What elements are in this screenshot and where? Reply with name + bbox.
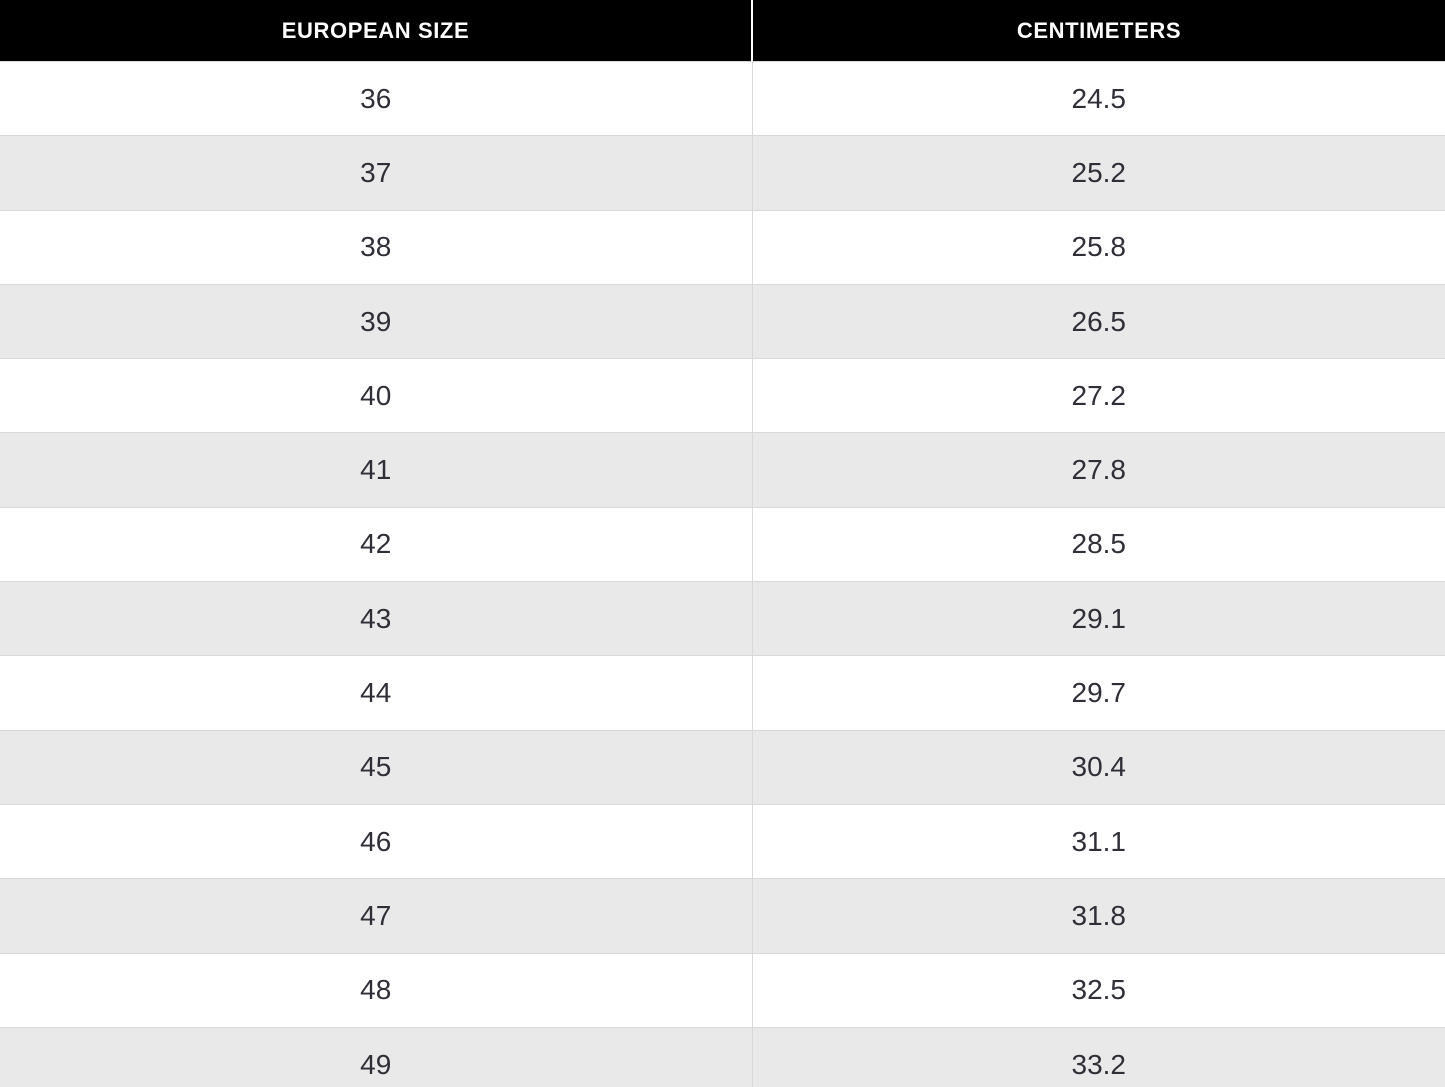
cm-value-cell: 31.1 xyxy=(752,803,1445,879)
eu-size-cell: 40 xyxy=(0,358,753,433)
table-row: 42 28.5 xyxy=(0,506,1445,582)
eu-size-cell: 39 xyxy=(0,283,753,359)
header-european-size: EUROPEAN SIZE xyxy=(0,0,753,62)
table-row: 49 33.2 xyxy=(0,1026,1445,1087)
eu-size-cell: 49 xyxy=(0,1026,753,1087)
cm-value-cell: 30.4 xyxy=(752,729,1445,805)
table-row: 40 27.2 xyxy=(0,358,1445,433)
eu-size-cell: 42 xyxy=(0,506,753,582)
eu-size-cell: 46 xyxy=(0,803,753,879)
eu-size-cell: 44 xyxy=(0,655,753,731)
cm-value-cell: 27.8 xyxy=(752,432,1445,508)
table-row: 41 27.8 xyxy=(0,432,1445,508)
table-row: 46 31.1 xyxy=(0,803,1445,879)
cm-value-cell: 25.8 xyxy=(752,209,1445,285)
table-header: EUROPEAN SIZE CENTIMETERS xyxy=(0,0,1445,62)
table-row: 45 30.4 xyxy=(0,729,1445,805)
cm-value-cell: 32.5 xyxy=(752,952,1445,1028)
eu-size-cell: 45 xyxy=(0,729,753,805)
table-row: 43 29.1 xyxy=(0,581,1445,656)
eu-size-cell: 37 xyxy=(0,135,753,211)
cm-value-cell: 25.2 xyxy=(752,135,1445,211)
cm-value-cell: 29.1 xyxy=(752,581,1445,656)
eu-size-cell: 47 xyxy=(0,878,753,954)
header-centimeters: CENTIMETERS xyxy=(752,0,1445,62)
eu-size-cell: 43 xyxy=(0,581,753,656)
header-row: EUROPEAN SIZE CENTIMETERS xyxy=(0,0,1445,62)
eu-size-cell: 41 xyxy=(0,432,753,508)
table-row: 48 32.5 xyxy=(0,952,1445,1028)
eu-size-cell: 48 xyxy=(0,952,753,1028)
cm-value-cell: 27.2 xyxy=(752,358,1445,433)
cm-value-cell: 28.5 xyxy=(752,506,1445,582)
eu-size-cell: 36 xyxy=(0,60,753,136)
cm-value-cell: 33.2 xyxy=(752,1026,1445,1087)
table-row: 44 29.7 xyxy=(0,655,1445,731)
cm-value-cell: 24.5 xyxy=(752,60,1445,136)
table-row: 36 24.5 xyxy=(0,60,1445,136)
table-body: 36 24.5 37 25.2 38 25.8 39 26.5 40 27.2 41 27.8 42 28… xyxy=(0,60,1445,1087)
cm-value-cell: 26.5 xyxy=(752,283,1445,359)
table-row: 39 26.5 xyxy=(0,283,1445,359)
table-row: 47 31.8 xyxy=(0,878,1445,954)
eu-size-cell: 38 xyxy=(0,209,753,285)
cm-value-cell: 31.8 xyxy=(752,878,1445,954)
table-row: 37 25.2 xyxy=(0,135,1445,211)
table-row: 38 25.8 xyxy=(0,209,1445,285)
cm-value-cell: 29.7 xyxy=(752,655,1445,731)
